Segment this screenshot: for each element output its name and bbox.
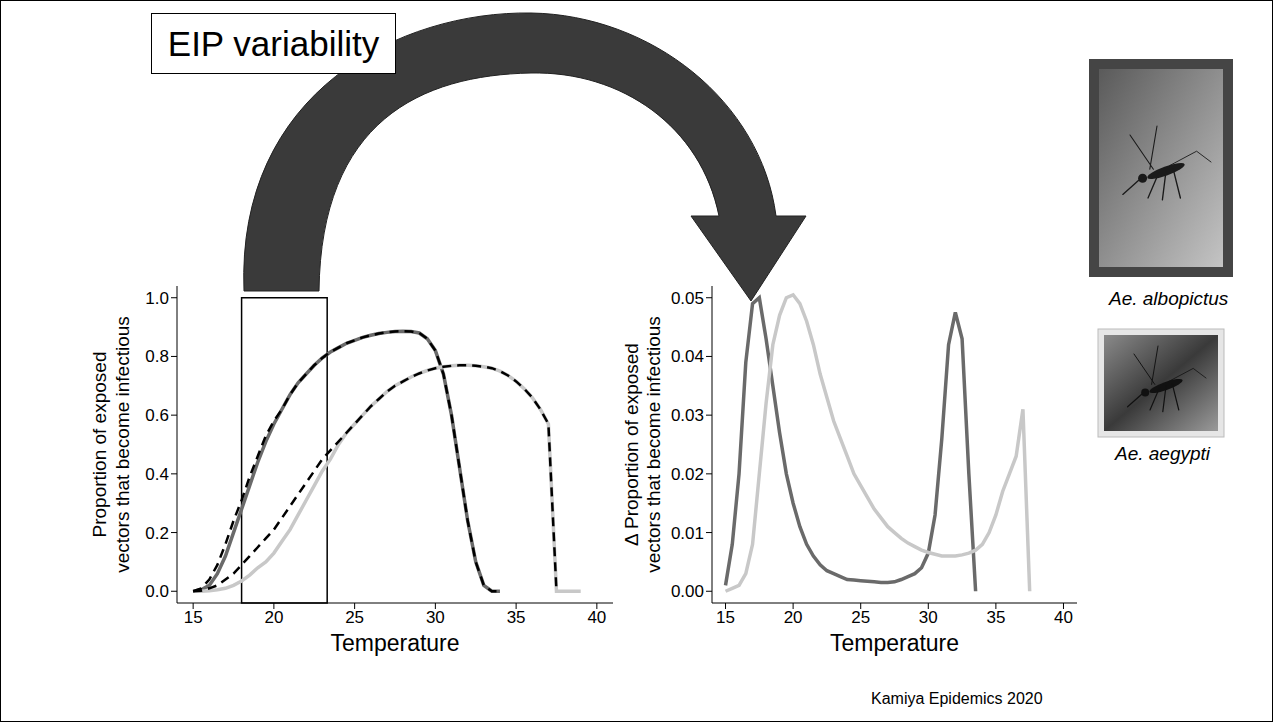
svg-text:Δ Proportion of exposed: Δ Proportion of exposed: [621, 343, 642, 546]
svg-text:Kamiya Epidemics 2020: Kamiya Epidemics 2020: [871, 690, 1043, 707]
svg-text:0.4: 0.4: [145, 465, 169, 484]
svg-text:30: 30: [426, 608, 445, 627]
svg-text:0.05: 0.05: [671, 289, 704, 308]
svg-text:30: 30: [919, 608, 938, 627]
svg-text:35: 35: [507, 608, 526, 627]
svg-text:20: 20: [264, 608, 283, 627]
svg-text:0.6: 0.6: [145, 406, 169, 425]
svg-text:vectors that become infectious: vectors that become infectious: [643, 316, 664, 573]
svg-text:Proportion of exposed: Proportion of exposed: [89, 352, 110, 538]
svg-text:40: 40: [587, 608, 606, 627]
svg-text:0.0: 0.0: [145, 582, 169, 601]
svg-text:0.04: 0.04: [671, 347, 704, 366]
svg-text:20: 20: [784, 608, 803, 627]
svg-text:40: 40: [1054, 608, 1073, 627]
svg-text:Temperature: Temperature: [830, 630, 959, 656]
svg-text:1.0: 1.0: [145, 289, 169, 308]
svg-text:vectors that become infectious: vectors that become infectious: [112, 316, 133, 573]
svg-text:35: 35: [986, 608, 1005, 627]
svg-text:25: 25: [851, 608, 870, 627]
svg-text:15: 15: [184, 608, 203, 627]
svg-text:Ae. aegypti: Ae. aegypti: [1114, 443, 1211, 464]
svg-text:0.01: 0.01: [671, 524, 704, 543]
svg-text:0.2: 0.2: [145, 524, 169, 543]
html-text:EIP variability: EIP variability: [167, 24, 380, 63]
svg-text:0.03: 0.03: [671, 406, 704, 425]
svg-text:0.00: 0.00: [671, 582, 704, 601]
svg-text:Ae. albopictus: Ae. albopictus: [1108, 288, 1229, 309]
svg-text:15: 15: [716, 608, 735, 627]
svg-text:0.8: 0.8: [145, 347, 169, 366]
svg-text:0.02: 0.02: [671, 465, 704, 484]
svg-text:25: 25: [345, 608, 364, 627]
svg-text:Temperature: Temperature: [330, 630, 459, 656]
